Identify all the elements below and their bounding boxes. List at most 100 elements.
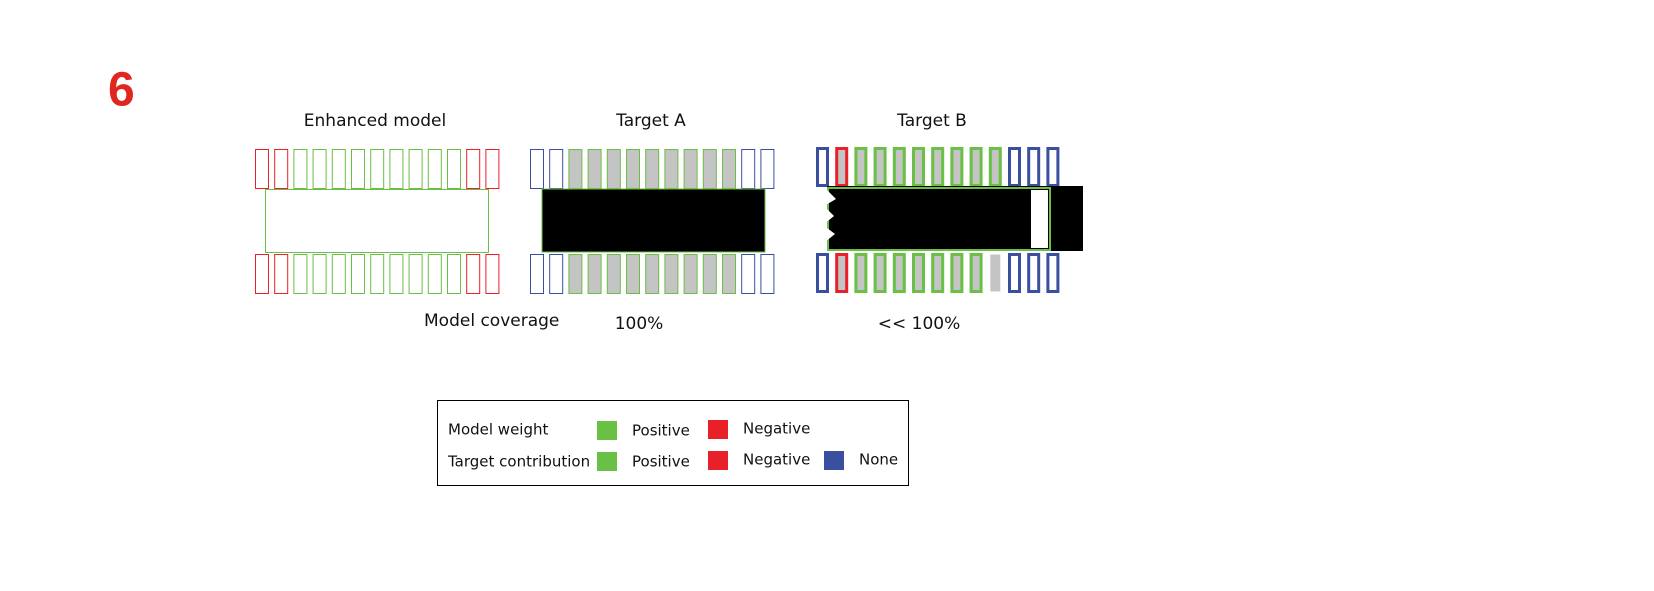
residue-box [988, 147, 1002, 187]
residue-box [1027, 147, 1041, 187]
residue-box [683, 254, 698, 294]
residue-box [485, 254, 500, 294]
panel-title: Target A [615, 111, 686, 131]
residue-box [760, 149, 775, 189]
residue-box [427, 254, 442, 294]
residue-box [835, 147, 849, 187]
residue-box [1008, 147, 1021, 187]
residue-box [351, 254, 365, 294]
residue-box [873, 253, 887, 293]
jagged-edge [823, 190, 836, 250]
residue-box [530, 149, 544, 189]
residue-box [255, 254, 269, 294]
residue-box [549, 149, 564, 189]
panel-title: Enhanced model [304, 111, 446, 131]
residue-box [741, 254, 756, 294]
residue-box [389, 149, 404, 189]
residue-box [312, 149, 327, 189]
residue-box [912, 253, 925, 293]
residue-box [1008, 253, 1021, 293]
residue-box [760, 254, 775, 294]
residue-box [427, 149, 442, 189]
residue-box [912, 147, 925, 187]
panel-label: 6 [108, 64, 135, 117]
residue-box [873, 147, 887, 187]
legend-swatch [597, 452, 617, 471]
residue-box [990, 254, 1001, 292]
residue-box [370, 254, 385, 294]
residue-box [664, 149, 679, 189]
residue-box [950, 147, 964, 187]
gap [1031, 190, 1048, 248]
residue-box [447, 254, 461, 294]
residue-box [466, 149, 481, 189]
residue-box [274, 254, 289, 294]
residue-box [626, 254, 640, 294]
residue-box [931, 147, 945, 187]
residue-box [722, 254, 736, 294]
residue-box [854, 253, 868, 293]
residue-box [816, 253, 829, 293]
residue-box [626, 149, 640, 189]
residue-box [530, 254, 544, 294]
residue-box [255, 149, 269, 189]
residue-box [331, 149, 346, 189]
panel-title: Target B [896, 111, 967, 131]
residue-box [606, 149, 621, 189]
residue-box [892, 253, 906, 293]
legend-item: Positive [632, 422, 690, 440]
residue-box [969, 147, 983, 187]
legend-item: Negative [743, 451, 810, 469]
residue-box [1027, 253, 1041, 293]
residue-box [702, 254, 717, 294]
residue-box [331, 254, 346, 294]
residue-box [447, 149, 461, 189]
residue-box [312, 254, 327, 294]
legend-box [437, 400, 909, 486]
residue-box [370, 149, 385, 189]
coverage-value: << 100% [878, 314, 961, 334]
residue-box [741, 149, 756, 189]
residue-box [389, 254, 404, 294]
residue-box [274, 149, 289, 189]
legend-item: Negative [743, 420, 810, 438]
legend-item: None [859, 451, 898, 469]
legend-swatch [708, 451, 728, 470]
legend-swatch [708, 420, 728, 439]
legend-row-label: Model weight [448, 421, 548, 439]
diagram-shapes [255, 147, 1083, 294]
residue-box [568, 254, 583, 294]
residue-box [587, 149, 602, 189]
residue-box [702, 149, 717, 189]
residue-box [969, 253, 983, 293]
residue-box [645, 254, 660, 294]
residue-box [568, 149, 583, 189]
legend-swatch [597, 421, 617, 440]
residue-box [835, 253, 849, 293]
model-box [265, 189, 489, 253]
residue-box [466, 254, 481, 294]
residue-box [1046, 147, 1060, 187]
residue-box [485, 149, 500, 189]
residue-box [606, 254, 621, 294]
residue-box [587, 254, 602, 294]
residue-box [293, 254, 308, 294]
target-box [541, 188, 766, 253]
residue-box [854, 147, 868, 187]
residue-box [293, 149, 308, 189]
legend-row-label: Target contribution [447, 453, 590, 471]
legend-item: Positive [632, 453, 690, 471]
residue-box [722, 149, 736, 189]
coverage-value: 100% [615, 314, 664, 334]
legend-swatch [824, 451, 844, 470]
residue-box [931, 253, 945, 293]
residue-box [950, 253, 964, 293]
coverage-label: Model coverage [424, 311, 559, 331]
residue-box [549, 254, 564, 294]
residue-box [664, 254, 679, 294]
residue-box [351, 149, 365, 189]
residue-box [408, 149, 423, 189]
residue-box [1046, 253, 1060, 293]
residue-box [408, 254, 423, 294]
